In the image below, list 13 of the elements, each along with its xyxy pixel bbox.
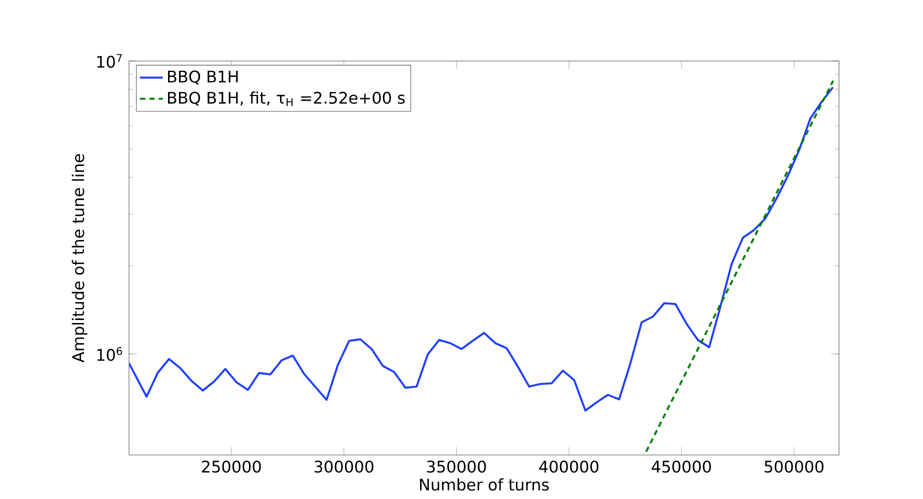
legend-label: BBQ B1H, fit, τ$_{H}$ =2.52e+00 s (168, 91, 405, 106)
legend-label: BBQ B1H (168, 70, 238, 84)
x-tick-label: 350000 (427, 460, 486, 473)
y-axis-title: Amplitude of the tune line (72, 154, 88, 362)
x-tick-label: 400000 (539, 460, 598, 473)
x-tick-label: 300000 (314, 460, 374, 473)
y-tick-label: 10$^{7}$ (97, 54, 122, 68)
y-tick-label: 10$^{6}$ (97, 346, 122, 361)
x-tick-label: 250000 (202, 460, 261, 473)
x-tick-label: 450000 (652, 460, 711, 473)
line-series (129, 86, 834, 412)
x-axis-title: Number of turns (420, 478, 549, 491)
x-tick-label: 500000 (764, 460, 824, 473)
